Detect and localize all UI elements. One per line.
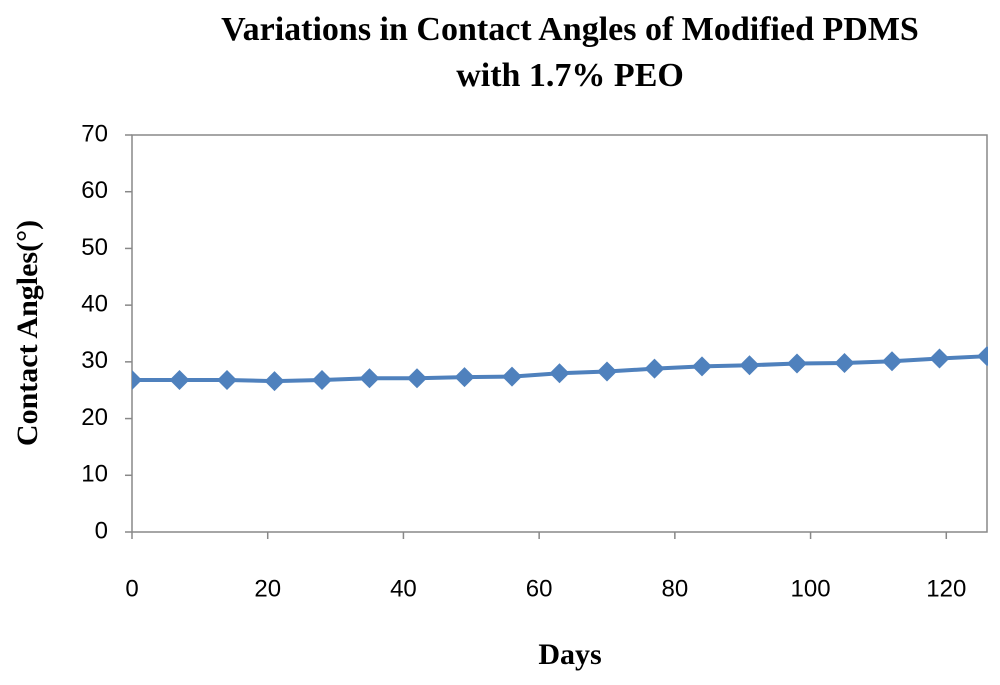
y-tick-label: 40: [81, 290, 108, 317]
y-tick-label: 70: [81, 120, 108, 147]
y-axis-label: Contact Angles(°): [11, 220, 44, 446]
series-layer: [132, 346, 988, 392]
data-point: [549, 363, 570, 384]
data-point: [692, 356, 712, 377]
data-point: [169, 370, 190, 391]
x-tick-label: 60: [526, 575, 553, 602]
x-tick-label: 40: [390, 575, 417, 602]
y-tick-label: 10: [81, 461, 108, 488]
data-point: [502, 366, 522, 387]
data-point: [264, 371, 285, 392]
plot-area: [131, 134, 988, 533]
y-tick-label: 30: [81, 347, 108, 374]
y-tick-label: 20: [81, 404, 108, 431]
x-tick-label: 0: [125, 575, 138, 602]
data-point: [359, 368, 380, 389]
y-tick-label: 60: [81, 177, 108, 204]
data-point: [132, 370, 142, 391]
chart-title: with 1.7% PEO: [456, 57, 684, 94]
data-point: [407, 368, 427, 389]
data-point: [312, 370, 332, 391]
data-point: [739, 355, 760, 376]
data-point: [929, 348, 950, 369]
data-point: [454, 367, 475, 388]
data-point: [217, 370, 237, 391]
data-point: [834, 352, 855, 373]
data-point: [882, 351, 902, 372]
chart-title: Variations in Contact Angles of Modified…: [221, 11, 919, 48]
x-axis-label: Days: [538, 638, 601, 671]
x-tick-label: 80: [662, 575, 689, 602]
x-tick-label: 100: [791, 575, 831, 602]
data-point: [977, 346, 988, 367]
x-tick-label: 120: [926, 575, 966, 602]
data-point: [787, 353, 807, 374]
x-tick-label: 20: [254, 575, 281, 602]
y-tick-label: 50: [81, 234, 108, 261]
data-point: [597, 361, 617, 382]
y-tick-label: 0: [95, 517, 108, 544]
data-point: [644, 358, 665, 379]
